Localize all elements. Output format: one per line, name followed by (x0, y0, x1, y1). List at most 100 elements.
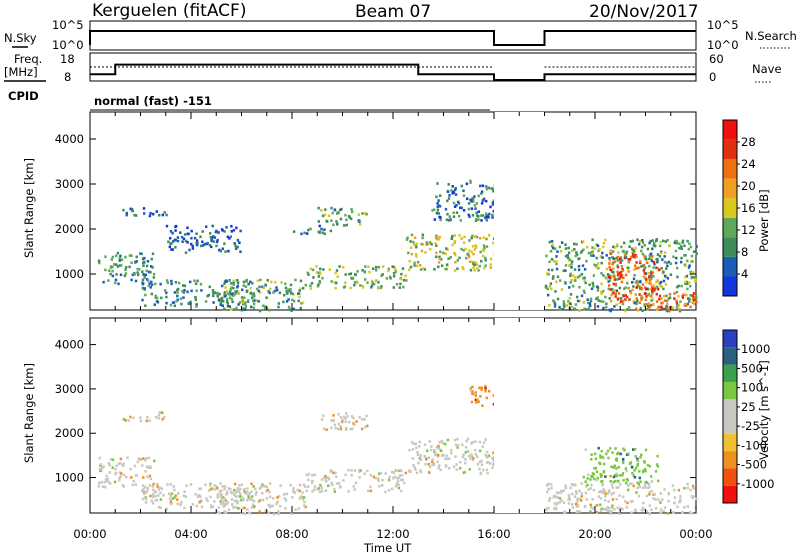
velocity-echo-cell (159, 491, 162, 494)
power-echo-cell (647, 302, 651, 305)
velocity-echo-cell (222, 505, 225, 508)
velocity-echo-cell (317, 487, 321, 490)
power-echo-cell (610, 293, 613, 297)
power-echo-cell (349, 286, 352, 290)
velocity-echo-cell (324, 489, 327, 493)
velocity-echo-cell (325, 428, 328, 431)
power-echo-cell (250, 296, 254, 300)
velocity-echo-cell (567, 498, 570, 502)
velocity-echo-cell (333, 490, 337, 493)
power-echo-cell (612, 245, 615, 249)
velocity-echo-cell (303, 500, 306, 504)
power-echo-cell (233, 308, 236, 311)
power-echo-cell (647, 271, 650, 275)
power-echo-cell (550, 287, 553, 291)
velocity-echo-cell (353, 469, 357, 472)
power-echo-cell (475, 211, 478, 215)
power-echo-cell (118, 256, 121, 260)
power-echo-cell (610, 287, 614, 291)
power-echo-cell (680, 247, 683, 250)
power-echo-cell (492, 241, 495, 245)
power-echo-cell (379, 286, 383, 289)
power-echo-cell (649, 240, 652, 243)
power-echo-cell (195, 303, 198, 306)
power-echo-cell (677, 304, 680, 308)
velocity-echo-cell (200, 505, 204, 509)
velocity-echo-cell (630, 511, 633, 514)
velocity-echo-cell (397, 486, 401, 490)
power-echo-cell (268, 291, 271, 295)
power-echo-cell (652, 266, 655, 269)
power-echo-cell (605, 267, 609, 271)
velocity-echo-cell (174, 494, 177, 497)
velocity-echo-cell (469, 389, 473, 392)
velocity-echo-cell (320, 486, 323, 490)
power-echo-cell (567, 256, 570, 260)
power-echo-cell (98, 261, 101, 265)
power-echo-cell (586, 298, 589, 301)
power-echo-cell (148, 214, 152, 218)
power-echo-cell (478, 264, 481, 268)
velocity-echo-cell (369, 474, 372, 477)
power-echo-cell (680, 256, 683, 260)
velocity-echo-cell (284, 507, 287, 510)
power-echo-cell (554, 290, 557, 293)
velocity-echo-cell (170, 492, 174, 496)
velocity-echo-cell (153, 490, 157, 493)
power-echo-cell (161, 213, 164, 217)
power-echo-cell (241, 288, 244, 292)
power-echo-cell (668, 296, 672, 299)
power-echo-cell (635, 301, 638, 304)
velocity-echo-cell (481, 404, 484, 408)
velocity-echo-cell (681, 511, 684, 514)
velocity-echo-cell (632, 448, 635, 451)
power-echo-cell (571, 284, 575, 288)
power-echo-cell (334, 271, 337, 275)
power-echo-cell (107, 279, 110, 282)
power-echo-cell (455, 204, 458, 207)
velocity-echo-cell (130, 476, 133, 479)
time-tick-label: 12:00 (376, 527, 409, 541)
velocity-colorbar-swatch (723, 330, 737, 348)
power-echo-cell (143, 212, 146, 215)
power-echo-cell (195, 239, 199, 242)
velocity-echo-cell (276, 500, 279, 504)
power-echo-cell (614, 292, 617, 296)
velocity-echo-cell (390, 487, 394, 491)
power-echo-cell (209, 232, 212, 235)
power-echo-cell (574, 303, 578, 306)
velocity-echo-cell (216, 493, 220, 496)
velocity-echo-cell (603, 490, 606, 494)
power-echo-cell (616, 258, 620, 262)
power-echo-cell (115, 254, 118, 258)
power-echo-cell (651, 303, 655, 306)
velocity-echo-cell (657, 479, 660, 483)
velocity-echo-cell (621, 460, 625, 463)
velocity-echo-cell (151, 495, 155, 499)
power-echo-cell (627, 258, 630, 261)
power-echo-cell (580, 272, 584, 276)
velocity-echo-cell (390, 471, 394, 474)
velocity-echo-cell (294, 508, 297, 511)
power-echo-cell (575, 251, 578, 254)
velocity-echo-cell (248, 491, 251, 495)
power-echo-cell (241, 307, 245, 310)
velocity-echo-cell (411, 448, 415, 451)
velocity-echo-cell (592, 507, 595, 510)
power-echo-cell (683, 244, 686, 248)
velocity-echo-cell (430, 445, 433, 448)
velocity-echo-cell (464, 470, 467, 474)
power-echo-cell (179, 231, 182, 234)
power-echo-cell (573, 242, 576, 246)
velocity-echo-cell (322, 427, 326, 431)
velocity-echo-cell (191, 503, 194, 506)
power-echo-cell (231, 292, 235, 295)
velocity-echo-cell (594, 466, 598, 470)
power-echo-cell (410, 252, 414, 256)
power-echo-cell (170, 248, 173, 251)
velocity-echo-cell (330, 426, 333, 430)
velocity-echo-cell (627, 488, 630, 492)
velocity-colorbar-swatch (723, 399, 737, 417)
power-echo-cell (438, 204, 442, 208)
power-echo-cell (650, 272, 653, 275)
